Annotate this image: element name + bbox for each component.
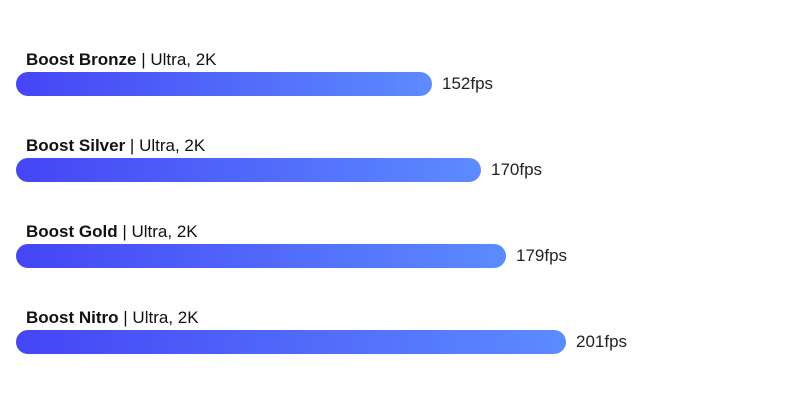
bar-value-label: 170fps xyxy=(491,160,543,179)
bar-label: Boost Bronze | Ultra, 2K xyxy=(26,50,217,70)
bar-row: Boost Nitro | Ultra, 2K 201fps xyxy=(0,308,800,368)
bar-category-name: Boost Gold xyxy=(26,222,118,241)
bar-settings-label: Ultra, 2K xyxy=(132,308,199,327)
bar-row: Boost Gold | Ultra, 2K 179fps xyxy=(0,222,800,282)
bar-value-label: 201fps xyxy=(576,332,628,351)
bar-label: Boost Nitro | Ultra, 2K xyxy=(26,308,199,328)
bar-label: Boost Silver | Ultra, 2K xyxy=(26,136,205,156)
bar xyxy=(16,330,566,354)
bar-value-label: 152fps xyxy=(442,74,494,93)
bar xyxy=(16,244,506,268)
bar-category-name: Boost Nitro xyxy=(26,308,119,327)
label-separator: | xyxy=(118,308,133,327)
label-separator: | xyxy=(136,50,151,69)
bar-row: Boost Bronze | Ultra, 2K 152fps xyxy=(0,50,800,110)
label-separator: | xyxy=(117,222,132,241)
bar-settings-label: Ultra, 2K xyxy=(131,222,198,241)
bar-category-name: Boost Bronze xyxy=(26,50,137,69)
bar-row: Boost Silver | Ultra, 2K 170fps xyxy=(0,136,800,196)
bar xyxy=(16,158,481,182)
bar-settings-label: Ultra, 2K xyxy=(139,136,206,155)
bar xyxy=(16,72,432,96)
bar-settings-label: Ultra, 2K xyxy=(150,50,217,69)
label-separator: | xyxy=(125,136,140,155)
bar-category-name: Boost Silver xyxy=(26,136,126,155)
bar-value-label: 179fps xyxy=(516,246,568,265)
bar-label: Boost Gold | Ultra, 2K xyxy=(26,222,198,242)
